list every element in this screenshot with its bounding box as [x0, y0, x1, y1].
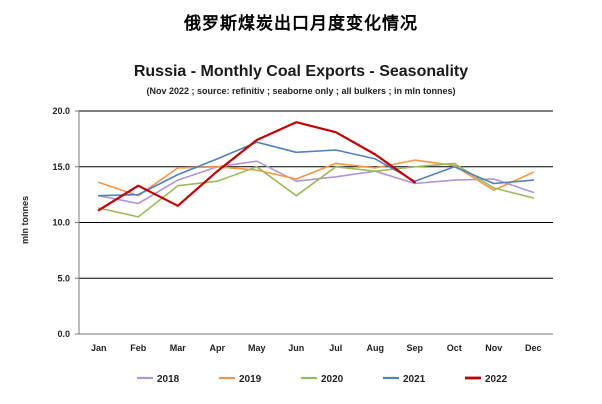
legend-label-2022: 2022 — [485, 374, 508, 385]
series-lines — [97, 121, 535, 218]
x-tick-label: May — [248, 343, 266, 353]
legend-label-2018: 2018 — [157, 374, 180, 385]
series-line-2018 — [98, 160, 535, 205]
legend-label-2020: 2020 — [321, 374, 344, 385]
series-line-2022 — [97, 121, 416, 212]
axes — [75, 110, 553, 335]
y-axis-label: mln tonnes — [20, 196, 30, 244]
legend-label-2021: 2021 — [403, 374, 426, 385]
x-tick-label: Nov — [485, 343, 502, 353]
legend-label-2019: 2019 — [239, 374, 262, 385]
y-tick-label: 15.0 — [52, 162, 70, 172]
x-tick-label: Apr — [210, 343, 226, 353]
x-tick-label: Jul — [329, 343, 342, 353]
x-tick-label: Feb — [130, 343, 147, 353]
x-tick-label: Sep — [406, 343, 423, 353]
y-tick-label: 10.0 — [52, 218, 70, 228]
series-line-2019 — [98, 159, 535, 197]
y-tick-label: 20.0 — [52, 106, 70, 116]
chart-title: Russia - Monthly Coal Exports - Seasonal… — [133, 63, 469, 80]
legend: 2018 2019 2020 2021 2022 — [137, 374, 508, 385]
x-tick-label: Oct — [447, 343, 462, 353]
y-tick-label: 5.0 — [57, 273, 70, 283]
x-tick-label: Jan — [91, 343, 107, 353]
y-tick-labels: 0.0 5.0 10.0 15.0 20.0 — [52, 106, 70, 339]
chart-subtitle: (Nov 2022 ; source: refinitiv ; seaborne… — [146, 86, 456, 96]
x-tick-labels: Jan Feb Mar Apr May Jun Jul Aug Sep Oct Nov Dec — [91, 343, 542, 353]
grid-lines — [79, 110, 553, 279]
x-tick-label: Aug — [367, 343, 385, 353]
series-line-2020 — [98, 162, 535, 218]
x-tick-label: Mar — [170, 343, 187, 353]
y-tick-label: 0.0 — [57, 329, 70, 339]
series-line-2021 — [98, 141, 535, 197]
x-tick-label: Jun — [288, 343, 304, 353]
page-title: 俄罗斯煤炭出口月度变化情况 — [184, 14, 418, 34]
x-tick-label: Dec — [525, 343, 542, 353]
